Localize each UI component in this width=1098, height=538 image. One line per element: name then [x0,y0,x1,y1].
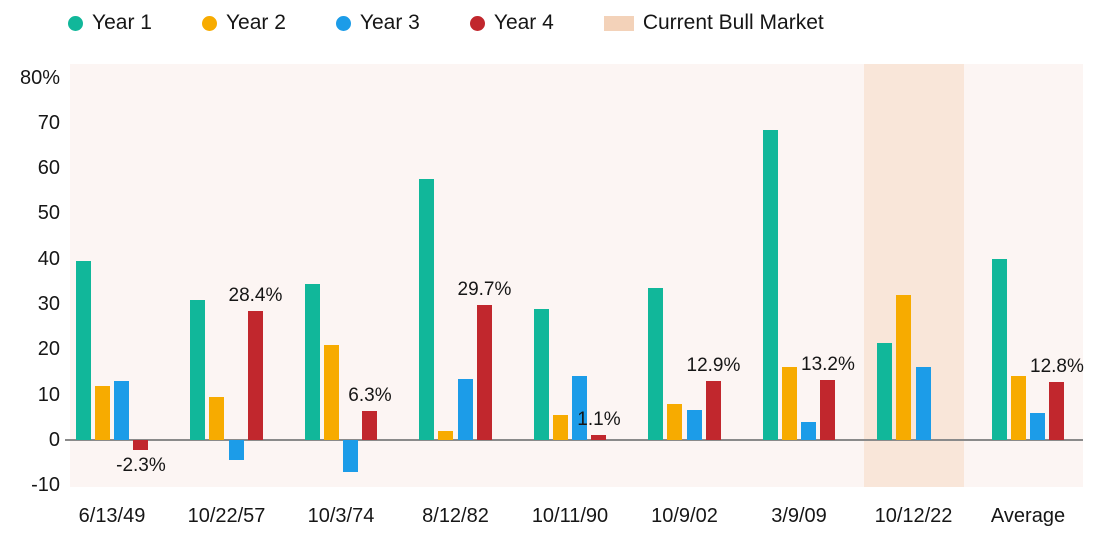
legend-dot-icon [201,15,217,31]
bar-year3-10-12-22 [915,367,931,440]
zero-axis-line [65,438,1083,441]
x-axis-label-3-9-09: 3/9/09 [771,505,827,527]
legend-dot-icon [68,15,83,31]
bar-year1-10-12-22 [877,342,893,440]
legend-item-year-2: Year 2 [201,9,286,37]
bar-year3-10-3-74 [343,439,359,472]
legend-item-current-bull-market: Current Bull Market [603,9,824,37]
bar-year4-Average [1049,381,1065,440]
x-axis-label-6-13-49: 6/13/49 [78,505,146,527]
y-tick-label: 40 [37,247,60,270]
bar-year2-8-12-82 [438,430,454,440]
bar-year3-10-22-57 [228,439,244,461]
x-axis-label-10-11-90: 10/11/90 [531,505,609,527]
legend-swatch-icon [603,15,634,31]
bar-year4-8-12-82 [476,305,492,440]
bar-year2-10-22-57 [209,396,225,440]
legend-label: Current Bull Market [642,11,824,34]
bar-year1-Average [991,258,1007,440]
bar-year4-10-22-57 [247,311,263,440]
bar-year2-6-13-49 [94,385,110,440]
bar-year2-10-9-02 [667,403,683,440]
bar-year1-3-9-09 [762,129,778,440]
y-tick-label: 70 [37,111,60,134]
bar-year4-3-9-09 [820,380,836,440]
y-tick-label: 30 [37,293,60,316]
x-axis-label-Average: Average [990,505,1066,527]
bar-year1-10-22-57 [190,299,206,440]
legend-label: Year 4 [493,11,554,34]
year4-value-label: 12.9% [686,355,741,377]
y-tick-label: 10 [37,383,60,406]
bar-year3-10-11-90 [572,376,588,440]
y-tick-label: 20 [37,338,60,361]
y-tick-label: 80% [19,66,60,89]
x-axis: 6/13/49 10/22/57 10/3/74 8/12/82 10/11/90 10/… [70,503,1083,533]
bar-year1-10-11-90 [533,308,549,440]
x-axis-label-10-9-02: 10/9/02 [651,505,718,527]
legend-label: Year 2 [225,11,286,34]
legend-label: Year 1 [92,11,152,34]
bar-year3-3-9-09 [801,421,817,440]
year4-value-label: 6.3% [348,385,392,407]
y-tick-label: 0 [48,428,60,451]
bar-year4-10-9-02 [705,381,721,440]
bar-year1-6-13-49 [75,261,91,440]
bar-year4-10-11-90 [591,434,607,440]
legend-item-year-3: Year 3 [335,9,420,37]
bar-year3-6-13-49 [114,381,130,440]
y-axis: 80% 70 60 50 40 30 20 10 0 -10 [0,64,60,497]
legend-item-year-1: Year 1 [68,9,152,37]
bar-year3-8-12-82 [457,378,473,440]
bar-year2-Average [1010,376,1026,440]
bar-year1-10-9-02 [648,288,664,440]
legend-item-year-4: Year 4 [469,9,554,37]
bar-year3-10-9-02 [686,410,702,440]
plot-area: -2.3% 28.4% 6.3% 29.7% 1.1% 12.9% 13.2% 12.8% [65,64,1084,487]
y-tick-label: -10 [31,474,60,497]
bar-year2-10-11-90 [552,414,568,440]
legend-dot-icon [335,15,351,31]
x-axis-label-10-3-74: 10/3/74 [307,505,375,527]
legend-label: Year 3 [359,11,420,34]
year4-value-label: 1.1% [577,408,621,430]
legend-dot-icon [469,15,485,31]
year4-value-label: 13.2% [801,354,855,376]
bar-year2-10-3-74 [323,344,339,440]
x-axis-label-8-12-82: 8/12/82 [422,505,489,527]
x-axis-label-10-12-22: 10/12/22 [874,505,953,527]
year4-value-label: 28.4% [228,285,283,307]
y-tick-label: 50 [37,202,60,225]
chart-legend: Year 1 Year 2 Year 3 Year 4 Current Bull Mar… [68,9,824,37]
bar-year2-10-12-22 [896,294,912,440]
x-axis-label-10-22-57: 10/22/57 [187,505,266,527]
year4-value-label: -2.3% [116,455,166,477]
bar-year4-10-3-74 [362,411,378,440]
bar-year1-8-12-82 [419,179,435,440]
y-tick-label: 60 [37,157,60,180]
year4-value-label: 29.7% [457,279,512,301]
bar-year4-6-13-49 [133,439,149,451]
bar-year1-10-3-74 [304,283,320,440]
year4-value-label: 12.8% [1030,355,1084,377]
bar-year2-3-9-09 [781,367,797,440]
bar-year3-Average [1030,412,1046,440]
